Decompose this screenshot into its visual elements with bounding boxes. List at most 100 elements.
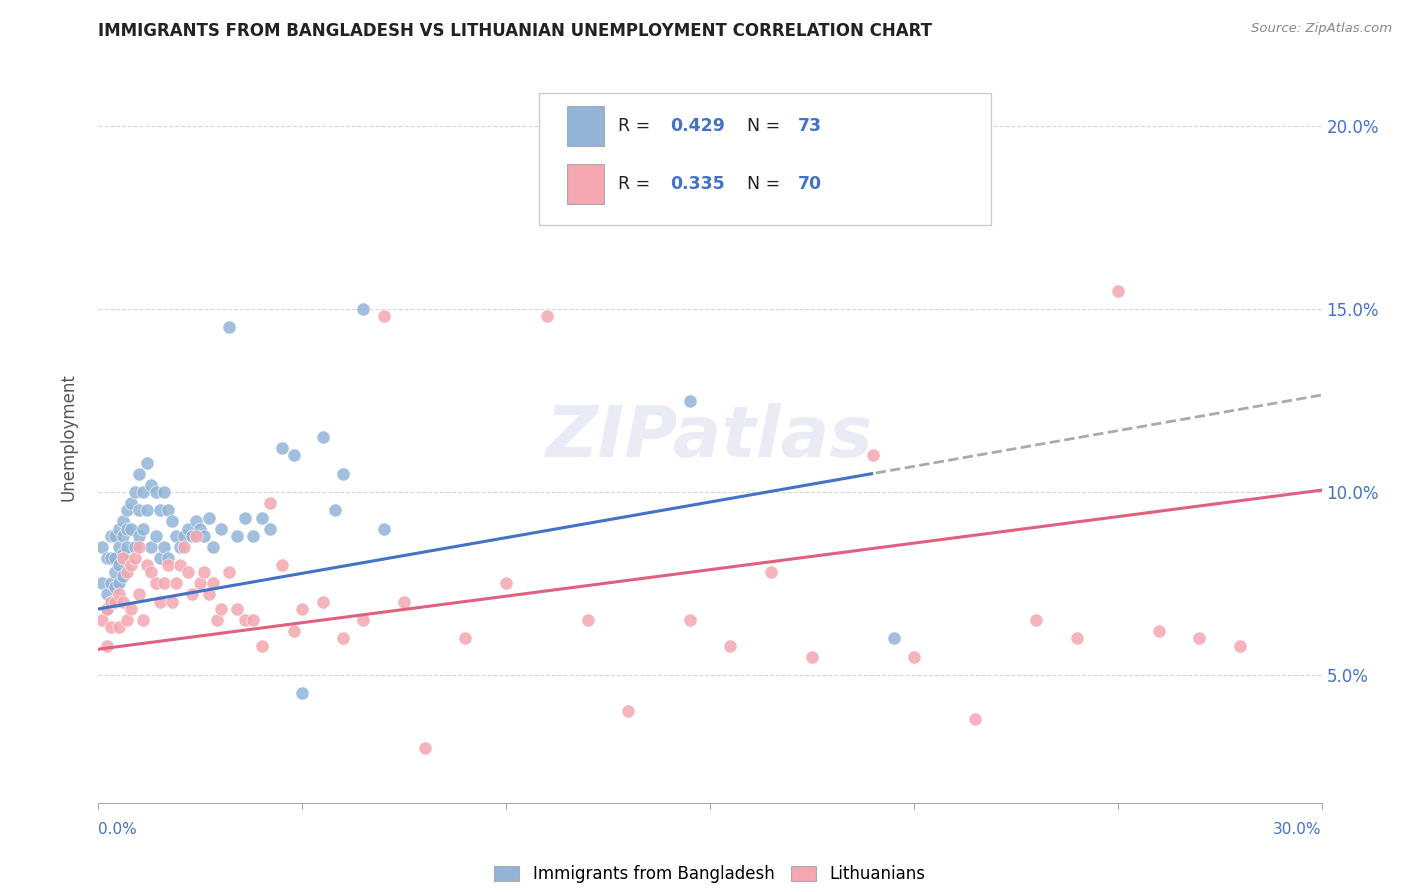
Point bbox=[96, 550, 118, 565]
Point bbox=[108, 587, 131, 601]
Point bbox=[270, 441, 294, 455]
Point bbox=[188, 521, 212, 535]
Point bbox=[108, 576, 131, 591]
Point bbox=[100, 576, 122, 591]
Point bbox=[181, 529, 204, 543]
Point bbox=[136, 456, 159, 470]
FancyBboxPatch shape bbox=[538, 94, 991, 225]
Point bbox=[226, 602, 249, 616]
Point bbox=[100, 620, 122, 634]
Point bbox=[373, 310, 395, 324]
Point bbox=[352, 613, 374, 627]
Point bbox=[120, 521, 142, 535]
Point bbox=[152, 540, 174, 554]
Point bbox=[181, 587, 204, 601]
Point bbox=[801, 649, 824, 664]
Point bbox=[132, 485, 155, 500]
Point bbox=[91, 613, 114, 627]
Point bbox=[165, 529, 187, 543]
Point bbox=[193, 529, 215, 543]
Text: R =: R = bbox=[619, 117, 657, 135]
Point bbox=[218, 566, 240, 580]
Point bbox=[136, 558, 159, 573]
Point bbox=[96, 602, 118, 616]
Point bbox=[149, 550, 172, 565]
Point bbox=[242, 613, 264, 627]
Point bbox=[454, 632, 477, 646]
Point bbox=[100, 550, 122, 565]
Text: 30.0%: 30.0% bbox=[1274, 822, 1322, 837]
Point bbox=[108, 558, 131, 573]
Point bbox=[136, 503, 159, 517]
Point bbox=[124, 550, 146, 565]
Point bbox=[111, 569, 134, 583]
Point bbox=[100, 594, 122, 608]
Text: 70: 70 bbox=[799, 176, 823, 194]
Point bbox=[720, 639, 742, 653]
Text: N =: N = bbox=[747, 176, 786, 194]
Point bbox=[205, 613, 228, 627]
Point bbox=[128, 540, 150, 554]
Point bbox=[392, 594, 416, 608]
Point bbox=[111, 529, 134, 543]
Point bbox=[173, 529, 195, 543]
Point bbox=[250, 510, 273, 524]
Text: 73: 73 bbox=[799, 117, 823, 135]
Point bbox=[965, 712, 987, 726]
Point bbox=[352, 302, 374, 317]
FancyBboxPatch shape bbox=[567, 164, 603, 204]
Point bbox=[128, 467, 150, 481]
Point bbox=[152, 576, 174, 591]
Point bbox=[862, 449, 884, 463]
Point bbox=[233, 510, 256, 524]
Point bbox=[201, 576, 224, 591]
Point bbox=[141, 566, 163, 580]
Point bbox=[132, 521, 155, 535]
Text: ZIPatlas: ZIPatlas bbox=[547, 402, 873, 472]
Point bbox=[111, 547, 134, 561]
Point bbox=[104, 594, 127, 608]
Point bbox=[209, 602, 232, 616]
Point bbox=[1025, 613, 1047, 627]
Point bbox=[111, 594, 134, 608]
FancyBboxPatch shape bbox=[567, 106, 603, 146]
Point bbox=[149, 594, 172, 608]
Point bbox=[883, 632, 905, 646]
Point bbox=[104, 529, 127, 543]
Point bbox=[115, 521, 138, 535]
Point bbox=[111, 550, 134, 565]
Point bbox=[108, 540, 131, 554]
Point bbox=[332, 467, 354, 481]
Point bbox=[141, 477, 163, 491]
Point bbox=[193, 566, 215, 580]
Point bbox=[96, 587, 118, 601]
Point bbox=[173, 540, 195, 554]
Point bbox=[115, 503, 138, 517]
Point bbox=[156, 550, 179, 565]
Text: Source: ZipAtlas.com: Source: ZipAtlas.com bbox=[1251, 22, 1392, 36]
Point bbox=[259, 521, 281, 535]
Point bbox=[115, 540, 138, 554]
Point bbox=[177, 566, 200, 580]
Point bbox=[96, 639, 118, 653]
Text: N =: N = bbox=[747, 117, 786, 135]
Point bbox=[100, 529, 122, 543]
Point bbox=[1107, 284, 1129, 298]
Point bbox=[536, 310, 558, 324]
Point bbox=[761, 566, 783, 580]
Point bbox=[160, 514, 183, 528]
Point bbox=[104, 566, 127, 580]
Point bbox=[259, 496, 281, 510]
Text: R =: R = bbox=[619, 176, 657, 194]
Point bbox=[128, 587, 150, 601]
Point bbox=[233, 613, 256, 627]
Point bbox=[111, 514, 134, 528]
Point bbox=[104, 580, 127, 594]
Point bbox=[132, 613, 155, 627]
Legend: Immigrants from Bangladesh, Lithuanians: Immigrants from Bangladesh, Lithuanians bbox=[488, 858, 932, 889]
Point bbox=[250, 639, 273, 653]
Point bbox=[373, 521, 395, 535]
Point bbox=[128, 503, 150, 517]
Point bbox=[160, 594, 183, 608]
Point bbox=[115, 613, 138, 627]
